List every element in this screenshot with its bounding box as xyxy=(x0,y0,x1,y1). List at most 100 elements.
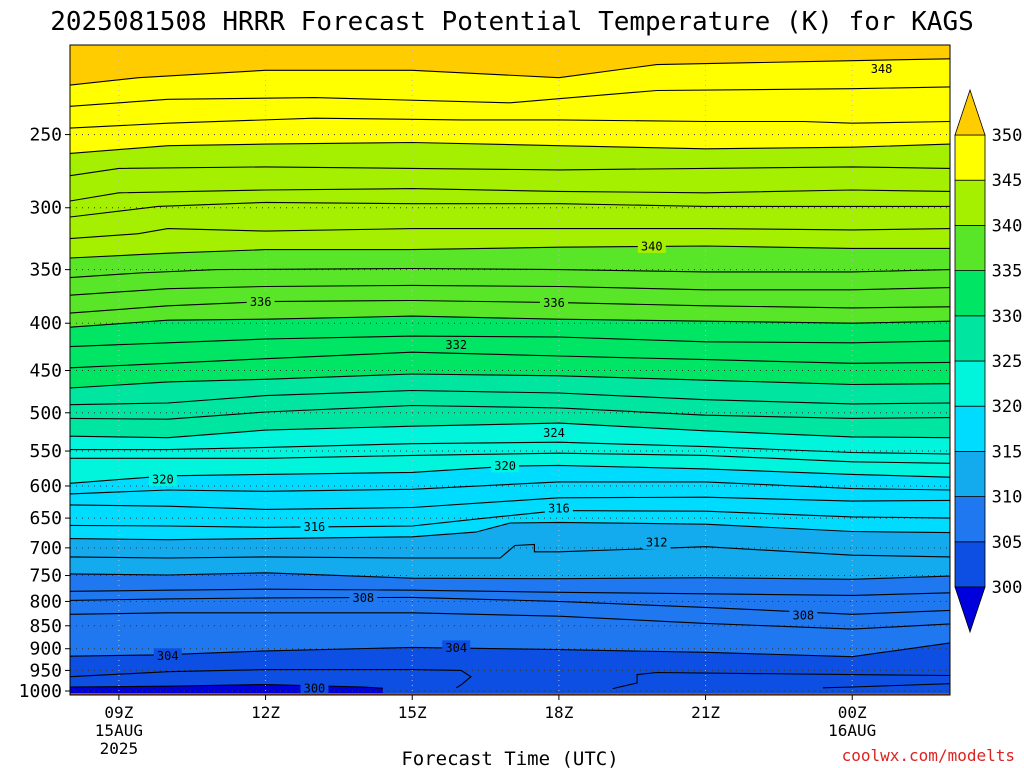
colorbar: 300 305 310 315 320 325 330 335 340 345 350 xyxy=(954,88,1023,634)
contour-label: 336 xyxy=(543,296,565,310)
contour-label-bg xyxy=(148,472,177,487)
contour-label: 340 xyxy=(641,240,663,254)
y-tick-label: 850 xyxy=(29,616,62,637)
colorbar-tick-label: 330 xyxy=(992,307,1023,327)
contour-label: 332 xyxy=(445,338,467,352)
isentrope-333 xyxy=(70,335,950,348)
y-tick-label: 600 xyxy=(29,476,62,497)
ground-strip xyxy=(70,693,950,695)
isentrope-346 xyxy=(70,117,950,129)
isentrope-324 xyxy=(70,422,950,439)
colorbar-tick-label: 340 xyxy=(992,216,1023,236)
colorbar-segment xyxy=(954,496,986,543)
isentrope-328 xyxy=(70,389,950,406)
plot-frame xyxy=(69,44,951,696)
x-tick-label: 12Z xyxy=(251,703,280,722)
plot-area: 348 340 336 336 332 324 320 320 316 316 312 308 308 3… xyxy=(70,45,950,696)
colorbar-top-arrow xyxy=(954,88,986,136)
contour-label: 312 xyxy=(646,536,668,550)
contour-label: 308 xyxy=(352,591,374,605)
isentrope-308 xyxy=(70,596,950,615)
isentrope-342 xyxy=(70,201,950,218)
colorbar-tick-label: 325 xyxy=(992,352,1023,372)
colorbar-tick-label: 300 xyxy=(992,578,1023,598)
credit-text: coolwx.com/modelts xyxy=(842,746,1015,765)
isentrope-314 xyxy=(70,521,950,541)
contour-label-bg xyxy=(153,648,182,663)
isentrope-340 xyxy=(70,245,950,259)
x-tick-date: 15AUG xyxy=(95,721,143,740)
contour-label-bg xyxy=(442,640,471,655)
contour-label-bg xyxy=(300,519,329,534)
colorbar-tick-label: 320 xyxy=(992,397,1023,417)
x-tick-label: 21Z xyxy=(691,703,720,722)
shading-band xyxy=(822,683,950,695)
isentrope-303 xyxy=(70,669,472,689)
colorbar-bottom-arrow xyxy=(954,586,986,634)
colorbar-segment xyxy=(954,179,986,226)
y-tick-label: 700 xyxy=(29,538,62,559)
isentrope-336 xyxy=(70,299,950,314)
contour-label-bg xyxy=(540,425,568,440)
contour-label: 316 xyxy=(304,520,326,534)
isentrope-330 xyxy=(70,373,950,389)
contour-label: 320 xyxy=(494,459,516,473)
isentrope-312 xyxy=(70,543,950,559)
y-tick-label: 950 xyxy=(29,660,62,681)
colorbar-segment xyxy=(954,405,986,452)
colorbar-segment xyxy=(954,450,986,497)
isentrope-301 xyxy=(822,683,950,689)
isentrope-322 xyxy=(70,441,950,455)
y-tick-label: 250 xyxy=(29,125,62,146)
colorbar-segment xyxy=(954,270,986,317)
isentrope-332 xyxy=(70,351,950,369)
contour-label: 300 xyxy=(304,682,326,696)
isentrope-306 xyxy=(70,612,950,630)
chart-title: 2025081508 HRRR Forecast Potential Tempe… xyxy=(50,7,974,37)
colorbar-tick-label: 345 xyxy=(992,171,1023,191)
contour-label-bg xyxy=(349,590,378,605)
contour-label-bg xyxy=(789,607,818,622)
contour-label: 320 xyxy=(152,473,174,487)
contour-label: 348 xyxy=(871,62,893,76)
y-tick-label: 650 xyxy=(29,508,62,529)
x-axis-label: Forecast Time (UTC) xyxy=(401,748,618,768)
y-tick-label: 300 xyxy=(29,198,62,219)
contour-label: 308 xyxy=(792,608,814,622)
y-tick-label: 350 xyxy=(29,260,62,281)
x-tick-label: 00Z xyxy=(838,703,867,722)
y-tick-label: 1000 xyxy=(19,681,62,702)
contour-label-bg xyxy=(867,61,896,76)
contour-label: 304 xyxy=(445,641,467,655)
contour-label-bg xyxy=(300,681,329,695)
isentrope-337 xyxy=(70,284,950,296)
isentrope-326 xyxy=(70,404,950,420)
contour-label: 316 xyxy=(548,502,570,516)
x-tick-label: 09Z xyxy=(104,703,133,722)
isentrope-344 xyxy=(70,166,950,177)
colorbar-tick-label: 350 xyxy=(992,126,1023,146)
colorbar-segment xyxy=(954,541,986,588)
x-tick-label: 15Z xyxy=(398,703,427,722)
colorbar-segment xyxy=(954,360,986,407)
isentrope-321 xyxy=(70,452,950,464)
contour-label: 304 xyxy=(157,649,179,663)
colorbar-tick-label: 305 xyxy=(992,533,1023,553)
isentrope-341 xyxy=(70,228,950,240)
colorbar-tick-label: 310 xyxy=(992,488,1023,508)
x-tick-date: 16AUG xyxy=(828,721,876,740)
isentrope-318 xyxy=(70,481,950,495)
isentrope-300 xyxy=(70,683,383,689)
isentrope-348 xyxy=(70,58,950,86)
colorbar-segment xyxy=(954,134,986,181)
contour-label-bg xyxy=(637,239,666,254)
contour-label-bg xyxy=(642,535,671,550)
y-tick-label: 800 xyxy=(29,591,62,612)
isentrope-317 xyxy=(70,496,950,510)
isentrope-345 xyxy=(70,141,950,154)
y-tick-label: 550 xyxy=(29,441,62,462)
colorbar-segment xyxy=(954,315,986,362)
y-axis: 2503003504004505005506006507007508008509… xyxy=(19,125,70,702)
